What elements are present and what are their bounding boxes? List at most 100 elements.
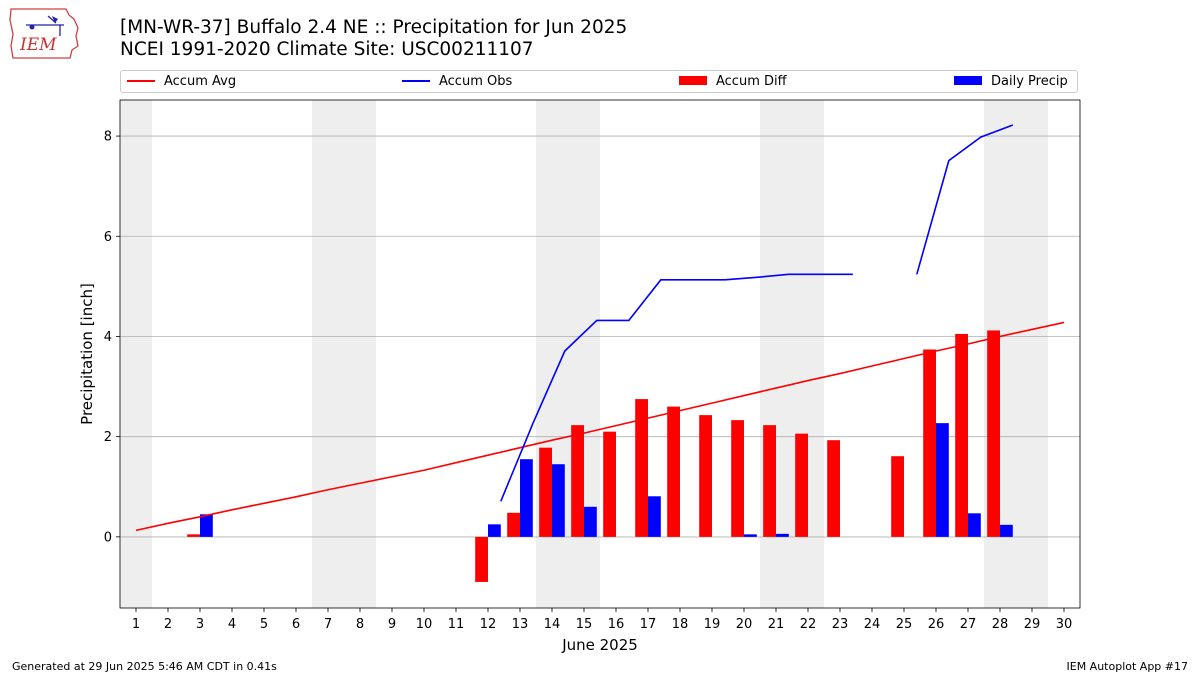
accum-diff-bar [763,425,776,537]
x-tick-label: 15 [576,617,593,632]
accum-diff-bar [955,333,968,537]
daily-precip-bar [1000,524,1013,537]
x-tick-label: 22 [800,617,817,632]
y-tick-label: 2 [104,430,112,445]
daily-precip-bar [520,459,533,537]
x-tick-label: 21 [768,617,785,632]
x-tick-label: 1 [132,617,140,632]
accum-diff-bar [731,420,744,537]
chart-title: [MN-WR-37] Buffalo 2.4 NE :: Precipitati… [120,17,628,38]
y-axis-label: Precipitation [inch] [78,283,96,425]
x-tick-label: 19 [704,617,721,632]
daily-precip-bar [488,524,501,537]
x-tick-label: 16 [608,617,625,632]
chart-subtitle: NCEI 1991-2020 Climate Site: USC00211107 [120,39,534,60]
logo-text: IEM [19,35,57,55]
daily-precip-bar [552,464,565,537]
accum-diff-bar [635,399,648,537]
x-tick-label: 29 [1024,617,1041,632]
daily-precip-bar [648,496,661,537]
accum-diff-bar [795,433,808,537]
x-tick-label: 26 [928,617,945,632]
x-tick-label: 28 [992,617,1009,632]
daily-precip-bar [744,534,757,537]
x-tick-label: 14 [544,617,561,632]
x-tick-label: 8 [356,617,364,632]
accum-diff-bar [699,415,712,537]
legend-item-accum-avg: Accum Avg [127,74,236,90]
legend-label-daily-precip: Daily Precip [991,74,1068,89]
weekend-shading-group [120,100,1048,608]
legend-swatch-daily-precip [954,76,982,85]
accum-diff-bar [507,512,520,537]
iem-logo: IEM [9,8,79,59]
x-tick-label: 27 [960,617,977,632]
daily-precip-bar [776,533,789,537]
iowa-state-outline [9,8,79,59]
accum-obs-line [500,273,853,502]
x-tick-label: 17 [640,617,657,632]
x-tick-label: 20 [736,617,753,632]
daily-precip-bar [936,423,949,537]
x-tick-label: 25 [896,617,913,632]
weekend-shade [760,100,824,608]
x-tick-label: 13 [512,617,529,632]
accum-diff-bar [571,425,584,537]
weekend-shade [312,100,376,608]
accum-diff-bar [923,349,936,537]
x-tick-label: 18 [672,617,689,632]
accum-diff-bar [475,536,488,582]
accum-diff-bar [891,456,904,537]
x-tick-label: 30 [1056,617,1073,632]
accum-diff-bar [539,447,552,537]
x-tick-label: 3 [196,617,204,632]
legend-label-accum-obs: Accum Obs [439,74,513,89]
x-axis-label: June 2025 [561,636,638,654]
legend-item-daily-precip: Daily Precip [954,74,1068,90]
x-tick-label: 12 [480,617,497,632]
legend-item-accum-diff: Accum Diff [679,74,787,90]
y-tick-label: 6 [104,230,112,245]
accum-diff-bar [987,330,1000,537]
gridlines-group [120,135,1080,538]
x-tick-label: 9 [388,617,396,632]
legend-swatch-accum-avg [127,79,155,82]
x-tick-label: 24 [864,617,881,632]
plot-frame [119,99,1081,609]
x-tick-label: 6 [292,617,300,632]
footer-generated-text: Generated at 29 Jun 2025 5:46 AM CDT in … [12,660,277,673]
y-tick-label: 4 [104,330,112,345]
accum-diff-bar [603,431,616,537]
weekend-shade [536,100,600,608]
daily-precip-bar [968,513,981,537]
accum-diff-bar [187,534,200,537]
legend-item-accum-obs: Accum Obs [402,74,512,90]
legend-label-accum-diff: Accum Diff [716,74,787,89]
footer-app-text: IEM Autoplot App #17 [1066,660,1189,673]
weekend-shade [120,100,152,608]
accum-diff-bar [667,406,680,537]
bars-group [187,330,1013,582]
daily-precip-bar [200,514,213,537]
legend-label-accum-avg: Accum Avg [164,74,237,89]
legend-swatch-accum-diff [679,76,707,85]
x-tick-label: 11 [448,617,465,632]
accum-avg-line [135,321,1065,532]
legend-swatch-accum-obs [402,79,430,82]
lines-group [135,124,1065,532]
x-tick-label: 5 [260,617,268,632]
weekend-shade [984,100,1048,608]
accum-diff-bar [827,440,840,537]
daily-precip-bar [584,506,597,537]
chart-legend: Accum Avg Accum Obs Accum Diff Daily Pre… [120,70,1078,93]
accum-obs-line [916,124,1014,275]
x-tick-label: 2 [164,617,172,632]
y-tick-label: 8 [104,130,112,145]
weather-station-icon [29,24,35,30]
x-tick-label: 23 [832,617,849,632]
x-tick-label: 7 [324,617,332,632]
y-tick-label: 0 [104,530,112,545]
x-tick-label: 4 [228,617,236,632]
